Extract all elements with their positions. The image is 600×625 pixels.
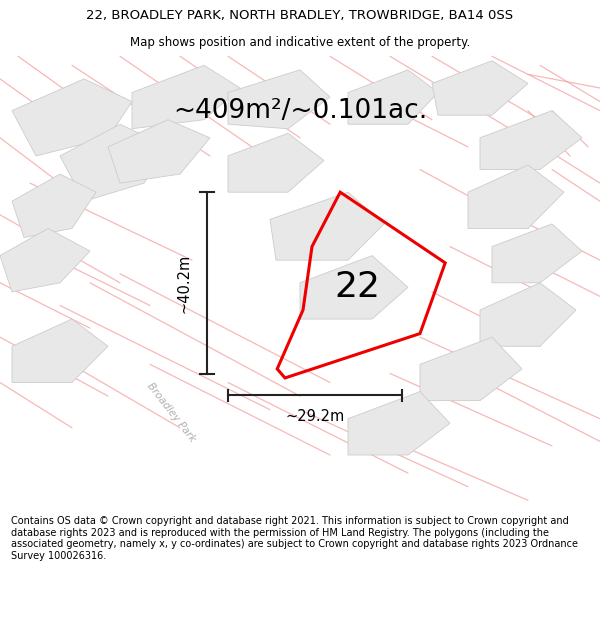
Polygon shape <box>420 337 522 401</box>
Polygon shape <box>0 228 90 292</box>
Text: ~40.2m: ~40.2m <box>176 254 192 313</box>
Polygon shape <box>60 124 168 201</box>
Polygon shape <box>12 79 132 156</box>
Polygon shape <box>132 65 240 129</box>
Polygon shape <box>468 165 564 228</box>
Polygon shape <box>348 70 438 124</box>
Polygon shape <box>348 391 450 455</box>
Text: 22, BROADLEY PARK, NORTH BRADLEY, TROWBRIDGE, BA14 0SS: 22, BROADLEY PARK, NORTH BRADLEY, TROWBR… <box>86 9 514 22</box>
Polygon shape <box>480 282 576 346</box>
Polygon shape <box>480 111 582 169</box>
Polygon shape <box>12 174 96 238</box>
Polygon shape <box>300 256 408 319</box>
Text: ~29.2m: ~29.2m <box>286 409 344 424</box>
Polygon shape <box>432 61 528 115</box>
Polygon shape <box>228 133 324 192</box>
Text: ~409m²/~0.101ac.: ~409m²/~0.101ac. <box>173 98 427 124</box>
Polygon shape <box>108 119 210 183</box>
Text: Map shows position and indicative extent of the property.: Map shows position and indicative extent… <box>130 36 470 49</box>
Polygon shape <box>228 70 330 129</box>
Polygon shape <box>12 319 108 382</box>
Polygon shape <box>492 224 582 282</box>
Text: Broadley Park: Broadley Park <box>145 381 197 444</box>
Polygon shape <box>270 192 384 260</box>
Text: Contains OS data © Crown copyright and database right 2021. This information is : Contains OS data © Crown copyright and d… <box>11 516 578 561</box>
Text: 22: 22 <box>334 271 380 304</box>
